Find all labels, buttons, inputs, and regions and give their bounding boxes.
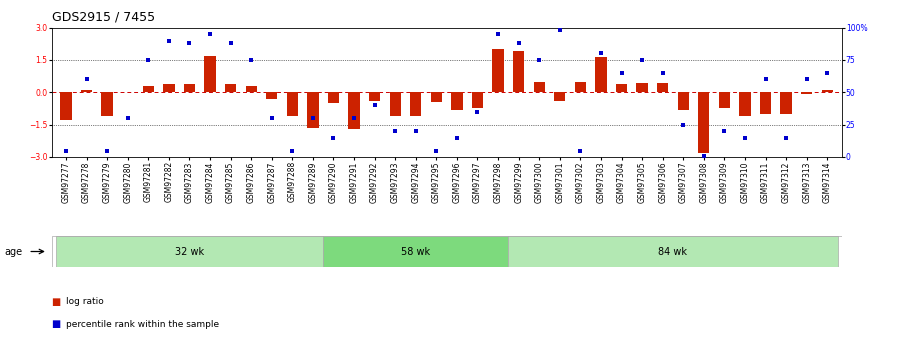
Bar <box>615 83 627 92</box>
Bar <box>101 92 113 116</box>
Text: 84 wk: 84 wk <box>659 247 688 256</box>
Bar <box>698 92 710 152</box>
Point <box>697 153 711 158</box>
Point <box>285 148 300 153</box>
Point <box>429 148 443 153</box>
Bar <box>575 81 586 92</box>
Bar <box>328 92 339 103</box>
Bar <box>534 81 545 92</box>
Bar <box>452 92 462 109</box>
Bar <box>287 92 298 116</box>
Text: 58 wk: 58 wk <box>401 247 430 256</box>
Point <box>758 77 773 82</box>
Bar <box>348 92 359 129</box>
Point <box>59 148 73 153</box>
Point <box>347 115 361 121</box>
Text: log ratio: log ratio <box>66 297 104 306</box>
Point <box>326 135 340 140</box>
Point <box>738 135 752 140</box>
Bar <box>509 236 837 267</box>
Point <box>820 70 834 76</box>
Point <box>799 77 814 82</box>
Bar <box>81 90 92 92</box>
Bar <box>225 83 236 92</box>
Point <box>80 77 94 82</box>
Point <box>100 148 114 153</box>
Bar <box>801 92 813 95</box>
Point <box>224 40 238 46</box>
Point <box>306 115 320 121</box>
Bar <box>554 92 566 101</box>
Text: 32 wk: 32 wk <box>175 247 204 256</box>
Bar <box>61 92 71 120</box>
Bar <box>184 83 195 92</box>
Text: GDS2915 / 7455: GDS2915 / 7455 <box>52 10 155 23</box>
Bar <box>410 92 422 116</box>
Text: ■: ■ <box>52 319 61 329</box>
Bar <box>636 82 648 92</box>
Point <box>717 128 731 134</box>
Bar <box>307 92 319 128</box>
Point <box>244 57 259 63</box>
Point <box>120 115 135 121</box>
Bar <box>780 92 792 114</box>
Bar <box>56 236 323 267</box>
Point <box>634 57 649 63</box>
Point <box>408 128 423 134</box>
Point <box>203 31 217 37</box>
Bar <box>323 236 509 267</box>
Point <box>182 40 196 46</box>
Point <box>655 70 670 76</box>
Text: percentile rank within the sample: percentile rank within the sample <box>66 320 219 329</box>
Point <box>511 40 526 46</box>
Text: ■: ■ <box>52 297 61 307</box>
Point <box>573 148 587 153</box>
Bar <box>719 92 730 108</box>
Point <box>532 57 547 63</box>
Bar <box>163 83 175 92</box>
Point <box>471 109 485 115</box>
Bar <box>678 92 689 109</box>
Bar <box>266 92 278 99</box>
Point <box>614 70 629 76</box>
Bar <box>739 92 750 116</box>
Bar <box>205 56 215 92</box>
Point <box>367 102 382 108</box>
Point <box>491 31 505 37</box>
Text: age: age <box>5 247 23 256</box>
Bar <box>492 49 504 92</box>
Bar <box>143 86 154 92</box>
Point <box>594 51 608 56</box>
Bar <box>472 92 483 108</box>
Bar <box>245 86 257 92</box>
Point <box>162 38 176 43</box>
Point <box>676 122 691 127</box>
Bar <box>657 82 668 92</box>
Point <box>553 27 567 33</box>
Bar <box>431 92 442 102</box>
Bar <box>595 57 606 92</box>
Bar <box>760 92 771 114</box>
Bar <box>389 92 401 116</box>
Point <box>141 57 156 63</box>
Point <box>450 135 464 140</box>
Bar <box>513 51 524 92</box>
Bar <box>369 92 380 101</box>
Point <box>779 135 794 140</box>
Point <box>388 128 403 134</box>
Point <box>264 115 279 121</box>
Bar <box>822 90 833 92</box>
